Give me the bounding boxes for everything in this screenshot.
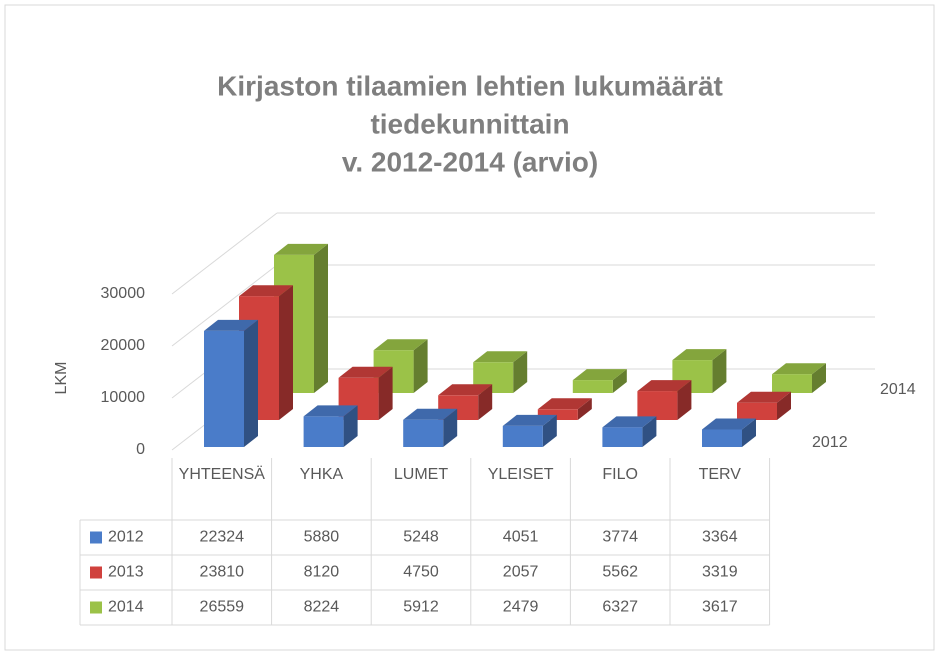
bar-top <box>537 398 592 410</box>
bar-top <box>473 351 528 363</box>
bar-top <box>702 418 756 430</box>
legend-label: 2012 <box>108 529 144 546</box>
bar <box>303 416 344 447</box>
chart-title: tiedekunnittain <box>370 108 569 139</box>
bar-side <box>812 363 826 393</box>
chart-title: v. 2012-2014 (arvio) <box>342 146 598 177</box>
bar-top <box>502 414 557 426</box>
bar <box>572 380 613 393</box>
y-tick-label: 30000 <box>101 285 146 302</box>
bar-top <box>572 369 627 381</box>
bar-top <box>737 391 791 403</box>
table-value: 26559 <box>200 599 245 616</box>
table-value: 3617 <box>702 599 738 616</box>
table-value: 3319 <box>702 564 738 581</box>
bar <box>702 429 742 447</box>
grid-line <box>171 264 278 347</box>
bar-side <box>343 405 358 447</box>
table-value: 5248 <box>403 529 439 546</box>
table-value: 6327 <box>602 599 638 616</box>
bar-side <box>612 369 627 393</box>
bar-side <box>577 398 592 420</box>
grid-line <box>171 212 278 295</box>
bar-top <box>602 416 657 428</box>
bar <box>537 409 578 420</box>
table-value: 8120 <box>304 564 340 581</box>
x-tick-label: TERV <box>699 466 742 483</box>
x-tick-label: LUMET <box>394 466 448 483</box>
bar-side <box>279 285 293 420</box>
table-value: 22324 <box>200 529 245 546</box>
y-tick-label: 0 <box>136 441 145 458</box>
table-value: 2479 <box>503 599 539 616</box>
x-tick-label: FILO <box>602 466 638 483</box>
legend-swatch <box>90 566 102 579</box>
y-tick-label: 10000 <box>101 389 146 406</box>
bar-side <box>478 384 493 420</box>
x-tick-label: YHTEENSÄ <box>179 465 266 483</box>
table-value: 2057 <box>503 564 539 581</box>
bar-side <box>244 319 258 447</box>
bar-top <box>672 349 727 361</box>
bar-top <box>373 339 428 351</box>
x-tick-label: YLEISET <box>488 466 554 483</box>
bar-side <box>513 351 528 393</box>
depth-label: 2014 <box>880 381 916 398</box>
bar-top <box>637 380 692 392</box>
frame <box>4 4 935 651</box>
bar <box>772 374 812 393</box>
bar <box>602 427 643 447</box>
bar-top <box>403 408 458 420</box>
table-value: 23810 <box>200 564 245 581</box>
table-value: 5912 <box>403 599 439 616</box>
bar-side <box>542 414 557 447</box>
y-axis-label: LKM <box>53 362 70 395</box>
bar <box>737 402 777 420</box>
bar-top <box>239 285 293 297</box>
depth-label: 2012 <box>812 434 848 451</box>
bar-side <box>712 349 727 393</box>
table-value: 5562 <box>602 564 638 581</box>
bar-side <box>742 418 756 447</box>
table-value: 4750 <box>403 564 439 581</box>
chart-title: Kirjaston tilaamien lehtien lukumäärät <box>217 70 723 101</box>
table-value: 3364 <box>702 529 738 546</box>
bar <box>204 330 244 447</box>
bar-side <box>443 408 458 447</box>
bar <box>403 419 444 447</box>
legend-label: 2013 <box>108 564 144 581</box>
table-value: 3774 <box>602 529 638 546</box>
bar-side <box>314 243 328 393</box>
bar-top <box>338 366 393 378</box>
bar <box>637 391 678 420</box>
bar-side <box>378 366 393 420</box>
table-value: 5880 <box>304 529 340 546</box>
bar-side <box>413 339 428 393</box>
legend-label: 2014 <box>108 599 144 616</box>
y-tick-label: 20000 <box>101 337 146 354</box>
legend-swatch <box>90 531 102 544</box>
bar-top <box>204 319 258 331</box>
bar-top <box>438 384 493 396</box>
bar-side <box>642 416 657 447</box>
bar-top <box>303 405 358 417</box>
legend-swatch <box>90 601 102 614</box>
bar-top <box>772 363 826 375</box>
bar <box>502 425 543 447</box>
bar-top <box>274 243 328 255</box>
bar-side <box>677 380 692 420</box>
x-tick-label: YHKA <box>300 466 344 483</box>
bar-side <box>777 391 791 420</box>
table-value: 4051 <box>503 529 539 546</box>
table-value: 8224 <box>304 599 340 616</box>
